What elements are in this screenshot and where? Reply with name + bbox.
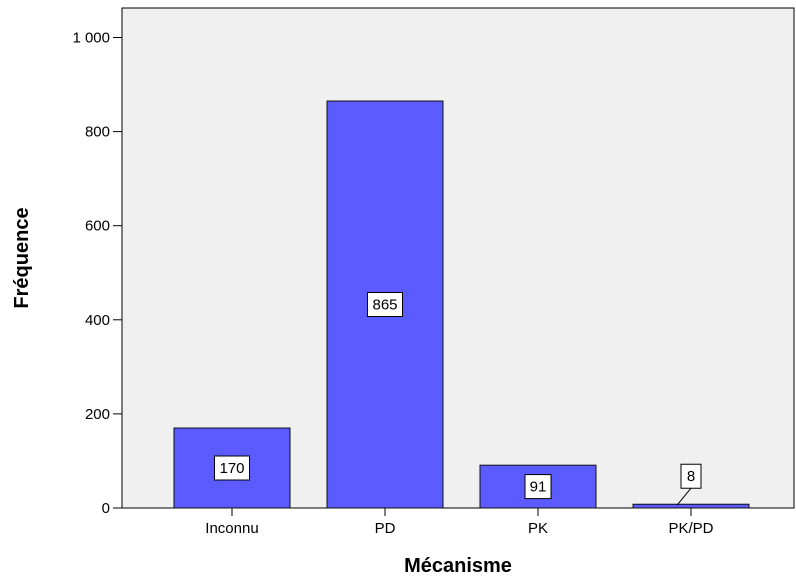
y-axis: 0 200 400 600 800 1 000	[72, 30, 122, 517]
data-label: 170	[219, 460, 244, 477]
data-label-leader	[676, 487, 692, 506]
data-label: 91	[530, 479, 547, 496]
x-tick-label: PK/PD	[668, 520, 713, 537]
data-label-box	[680, 463, 702, 489]
data-label-box	[367, 292, 403, 318]
data-label: 8	[687, 468, 695, 485]
plot-area	[121, 7, 795, 509]
y-tick-label: 1 000	[72, 30, 110, 47]
x-tick-label: Inconnu	[205, 520, 258, 537]
y-axis-title: Fréquence	[11, 207, 33, 308]
y-tick-label: 400	[85, 312, 110, 329]
y-tick-label: 200	[85, 406, 110, 423]
data-label-box	[524, 474, 552, 500]
y-tick-label: 800	[85, 124, 110, 141]
x-axis-title: Mécanisme	[404, 555, 512, 577]
y-tick-label: 0	[102, 500, 110, 517]
data-labels: 170 865 91 8	[214, 292, 702, 506]
data-label-box	[214, 455, 250, 481]
data-label: 865	[372, 297, 397, 314]
bar-pk-pd	[632, 503, 750, 509]
y-tick-label: 600	[85, 218, 110, 235]
x-axis: Inconnu PD PK PK/PD	[205, 508, 714, 537]
x-tick-label: PK	[528, 520, 548, 537]
x-tick-label: PD	[375, 520, 396, 537]
